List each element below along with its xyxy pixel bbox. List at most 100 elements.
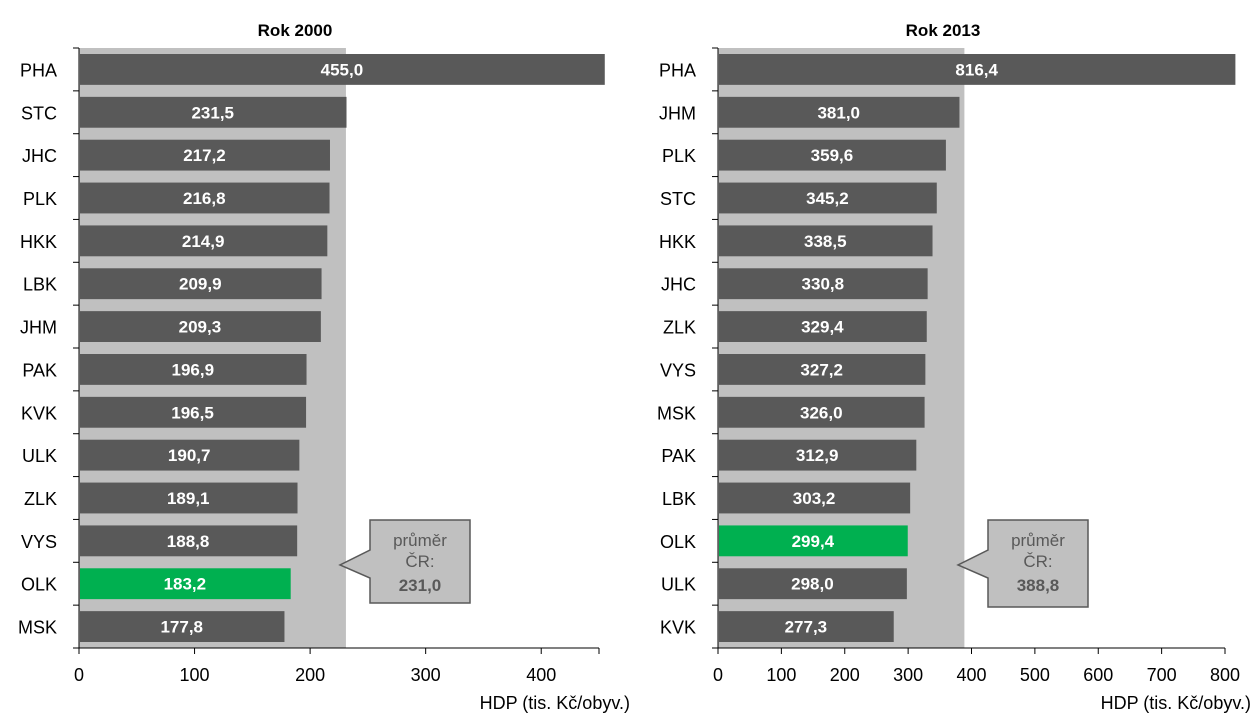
- data-label: 277,3: [785, 618, 828, 637]
- data-label: 299,4: [792, 532, 835, 551]
- bar: [719, 268, 928, 300]
- bar: [719, 396, 925, 428]
- category-label: ZLK: [663, 318, 696, 338]
- category-label: OLK: [21, 575, 57, 595]
- category-label: JHC: [22, 146, 57, 166]
- category-label: PAK: [22, 360, 57, 380]
- bar: [80, 396, 307, 428]
- average-band: [718, 48, 965, 648]
- data-label: 338,5: [804, 232, 847, 251]
- bar: [80, 268, 322, 300]
- bar: [719, 139, 946, 171]
- category-label: PLK: [23, 189, 57, 209]
- data-label: 312,9: [796, 446, 839, 465]
- data-label: 209,3: [179, 318, 222, 337]
- data-label: 345,2: [806, 189, 849, 208]
- category-label: STC: [660, 189, 696, 209]
- category-label: PHA: [659, 60, 696, 80]
- data-label: 216,8: [183, 189, 226, 208]
- category-label: MSK: [657, 403, 696, 423]
- x-tick-label: 800: [1210, 665, 1240, 685]
- x-tick-label: 0: [74, 665, 84, 685]
- category-label: PAK: [661, 446, 696, 466]
- category-label: HKK: [659, 232, 696, 252]
- data-label: 188,8: [167, 532, 210, 551]
- data-label: 183,2: [164, 575, 207, 594]
- category-label: JHM: [659, 103, 696, 123]
- category-label: PHA: [20, 60, 57, 80]
- average-callout: [338, 519, 471, 604]
- category-label: PLK: [662, 146, 696, 166]
- x-tick-label: 100: [180, 665, 210, 685]
- average-value: 231,0: [399, 576, 442, 595]
- data-label: 455,0: [321, 60, 364, 79]
- bar: [719, 482, 911, 514]
- bar: [80, 182, 330, 214]
- category-label: HKK: [20, 232, 57, 252]
- data-label: 330,8: [802, 275, 845, 294]
- bar: [80, 311, 321, 342]
- data-label: 217,2: [183, 146, 226, 165]
- x-tick-label: 400: [526, 665, 556, 685]
- bar: [719, 182, 937, 214]
- average-band: [79, 48, 346, 648]
- bar: [80, 525, 298, 557]
- x-tick-label: 700: [1147, 665, 1177, 685]
- data-label: 326,0: [800, 403, 843, 422]
- bar-highlight: [80, 568, 291, 600]
- x-tick-label: 500: [1020, 665, 1050, 685]
- x-tick-label: 100: [766, 665, 796, 685]
- bar: [719, 311, 927, 342]
- bar: [719, 354, 926, 385]
- data-label: 329,4: [801, 318, 844, 337]
- data-label: 177,8: [160, 618, 203, 637]
- x-axis-label: HDP (tis. Kč/obyv.): [480, 693, 630, 713]
- category-label: STC: [21, 103, 57, 123]
- chart-panel-2: 816,4 PHA 381,0 JHM 359,6 PLK 345,2 STC 338,5 HKK…: [657, 21, 1251, 713]
- category-label: JHC: [661, 275, 696, 295]
- data-label: 327,2: [800, 360, 843, 379]
- bar: [719, 225, 933, 257]
- data-label: 209,9: [179, 275, 222, 294]
- category-label: LBK: [23, 275, 57, 295]
- bar: [80, 482, 298, 514]
- category-label: JHM: [20, 318, 57, 338]
- average-callout: [956, 519, 1089, 608]
- category-label: OLK: [660, 532, 696, 552]
- category-label: ULK: [22, 446, 57, 466]
- x-tick-label: 300: [411, 665, 441, 685]
- x-tick-label: 0: [713, 665, 723, 685]
- x-tick-label: 200: [295, 665, 325, 685]
- bar: [80, 611, 285, 642]
- data-label: 196,5: [171, 403, 214, 422]
- category-label: KVK: [21, 403, 57, 423]
- bar: [80, 225, 328, 257]
- average-label-line2: ČR:: [405, 552, 434, 571]
- average-label-line2: ČR:: [1023, 552, 1052, 571]
- x-tick-label: 300: [893, 665, 923, 685]
- bar-highlight: [719, 525, 908, 557]
- chart-title: Rok 2000: [258, 21, 333, 40]
- data-label: 196,9: [171, 360, 214, 379]
- category-label: ULK: [661, 575, 696, 595]
- x-tick-label: 600: [1083, 665, 1113, 685]
- bar: [719, 439, 917, 471]
- data-label: 816,4: [955, 60, 998, 79]
- average-label-line1: průměr: [1011, 531, 1065, 550]
- data-label: 231,5: [191, 103, 234, 122]
- category-label: VYS: [660, 360, 696, 380]
- bar: [719, 96, 960, 128]
- data-label: 189,1: [167, 489, 210, 508]
- x-tick-label: 200: [830, 665, 860, 685]
- category-label: VYS: [21, 532, 57, 552]
- data-label: 381,0: [817, 103, 860, 122]
- bar: [80, 439, 300, 471]
- x-tick-label: 400: [956, 665, 986, 685]
- chart-panel-1: 455,0 PHA 231,5 STC 217,2 JHC 216,8 PLK 214,9 HKK…: [18, 21, 630, 713]
- chart-title: Rok 2013: [906, 21, 981, 40]
- bar: [80, 354, 307, 385]
- data-label: 214,9: [182, 232, 225, 251]
- x-axis-label: HDP (tis. Kč/obyv.): [1101, 693, 1251, 713]
- category-label: KVK: [660, 618, 696, 638]
